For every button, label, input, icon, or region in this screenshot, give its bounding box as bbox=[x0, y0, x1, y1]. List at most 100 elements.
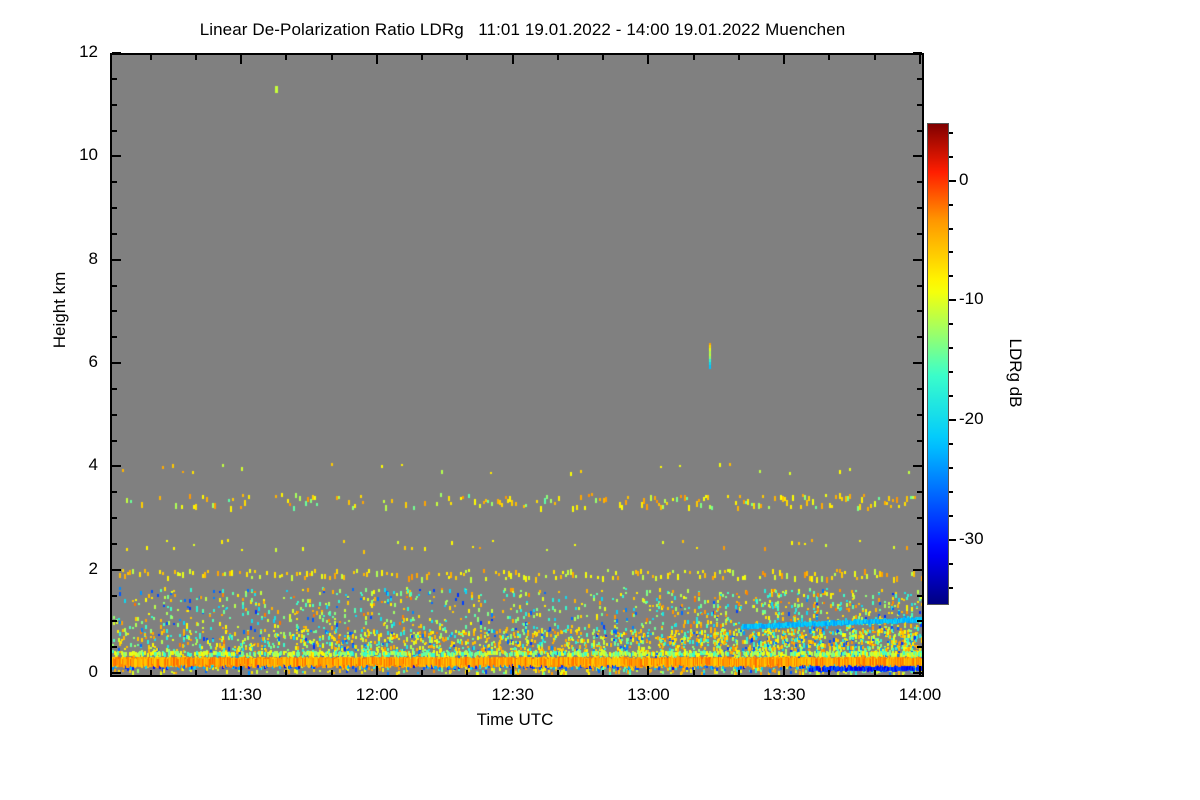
y-tick-major bbox=[112, 568, 121, 571]
colorbar-tick-minor bbox=[949, 587, 953, 590]
x-tick-label: 12:00 bbox=[355, 685, 399, 704]
y-tick-minor-right bbox=[917, 232, 922, 235]
colorbar-tick-minor bbox=[949, 227, 953, 230]
colorbar-tick-minor bbox=[949, 515, 953, 518]
x-tick-major-top bbox=[511, 55, 514, 64]
y-tick-major-right bbox=[913, 52, 922, 54]
y-tick-minor bbox=[112, 232, 117, 235]
x-tick-major bbox=[511, 666, 514, 675]
x-tick-minor-top bbox=[149, 55, 152, 60]
x-tick-major bbox=[783, 666, 786, 675]
colorbar-tick-minor bbox=[949, 491, 953, 494]
y-tick-minor bbox=[112, 387, 117, 390]
y-tick-minor-right bbox=[917, 310, 922, 313]
y-tick-minor-right bbox=[917, 207, 922, 209]
y-tick-major-right bbox=[913, 258, 922, 261]
y-tick-minor bbox=[112, 413, 117, 416]
x-tick-minor-top bbox=[737, 55, 740, 60]
colorbar-tick-major bbox=[949, 419, 956, 422]
y-tick-major bbox=[112, 52, 121, 54]
x-tick-label: 11:30 bbox=[220, 685, 262, 704]
plot-area bbox=[110, 53, 924, 677]
colorbar-tick-minor bbox=[949, 155, 953, 158]
colorbar-tick-major bbox=[949, 539, 956, 542]
y-tick-minor-right bbox=[917, 542, 922, 545]
y-tick-minor bbox=[112, 594, 117, 597]
colorbar-tick-major bbox=[949, 299, 956, 302]
x-tick-minor-top bbox=[602, 55, 605, 60]
colorbar-gradient bbox=[927, 123, 949, 605]
x-tick-minor-top bbox=[466, 55, 469, 60]
y-tick-label: 10 bbox=[79, 145, 98, 165]
x-tick-major bbox=[240, 666, 243, 675]
colorbar-tick-minor bbox=[949, 467, 953, 470]
colorbar-tick-label: 0 bbox=[959, 169, 969, 189]
y-tick-major-right bbox=[913, 672, 922, 674]
y-tick-minor bbox=[112, 181, 117, 184]
y-tick-minor-right bbox=[917, 77, 922, 80]
colorbar bbox=[927, 123, 949, 605]
x-tick-label: 14:00 bbox=[898, 685, 942, 704]
x-tick-minor bbox=[149, 670, 152, 675]
y-axis-label: Height km bbox=[50, 271, 69, 349]
x-tick-major bbox=[919, 666, 921, 675]
y-tick-minor-right bbox=[917, 439, 922, 442]
y-tick-minor bbox=[112, 542, 117, 545]
colorbar-tick-minor bbox=[949, 251, 953, 254]
x-tick-minor-top bbox=[285, 55, 288, 60]
y-tick-minor-right bbox=[917, 387, 922, 390]
y-tick-major-right bbox=[913, 362, 922, 364]
y-tick-label: 12 bbox=[79, 42, 98, 61]
y-tick-minor-right bbox=[917, 517, 922, 519]
x-tick-major-top bbox=[919, 55, 921, 64]
x-tick-minor bbox=[828, 670, 831, 675]
y-tick-major bbox=[112, 362, 121, 364]
x-tick-minor bbox=[466, 670, 469, 675]
y-tick-minor bbox=[112, 517, 117, 519]
y-tick-minor bbox=[112, 310, 117, 313]
colorbar-tick-minor bbox=[949, 275, 953, 278]
y-tick-minor bbox=[112, 620, 117, 623]
x-tick-major-top bbox=[783, 55, 786, 64]
y-tick-label: 8 bbox=[88, 248, 98, 268]
x-tick-major-top bbox=[647, 55, 650, 64]
colorbar-tick-minor bbox=[949, 371, 953, 374]
y-tick-minor bbox=[112, 336, 117, 339]
y-tick-minor bbox=[112, 103, 117, 106]
y-tick-major-right bbox=[913, 465, 922, 468]
colorbar-tick-minor bbox=[949, 347, 953, 350]
x-tick-major bbox=[375, 666, 378, 675]
x-tick-minor-top bbox=[828, 55, 831, 60]
x-tick-minor bbox=[194, 670, 197, 675]
x-tick-label: 13:30 bbox=[762, 685, 806, 704]
x-tick-major-top bbox=[375, 55, 378, 64]
y-tick-major bbox=[112, 465, 121, 468]
y-tick-minor bbox=[112, 646, 117, 649]
x-tick-minor bbox=[330, 670, 333, 675]
y-tick-minor bbox=[112, 439, 117, 442]
x-tick-minor bbox=[737, 670, 740, 675]
y-tick-label: 6 bbox=[88, 352, 98, 371]
x-tick-minor bbox=[285, 670, 288, 675]
y-tick-label: 0 bbox=[88, 662, 98, 681]
x-axis-label: Time UTC bbox=[476, 710, 554, 729]
heatmap-canvas bbox=[112, 55, 922, 675]
colorbar-tick-minor bbox=[949, 395, 953, 398]
y-tick-minor bbox=[112, 129, 117, 132]
x-tick-minor-top bbox=[421, 55, 424, 60]
page-title: Linear De-Polarization Ratio LDRg 11:01 … bbox=[199, 20, 846, 39]
colorbar-tick-label: -10 bbox=[959, 289, 984, 309]
y-tick-minor-right bbox=[917, 620, 922, 623]
y-tick-minor-right bbox=[917, 646, 922, 649]
y-tick-minor-right bbox=[917, 491, 922, 494]
x-tick-minor-top bbox=[556, 55, 559, 60]
y-tick-minor bbox=[112, 284, 117, 287]
y-tick-major-right bbox=[913, 155, 922, 158]
y-tick-label: 2 bbox=[88, 558, 98, 578]
x-tick-label: 12:30 bbox=[491, 685, 534, 704]
colorbar-tick-label: -30 bbox=[959, 529, 984, 549]
y-tick-minor bbox=[112, 77, 117, 80]
y-tick-major bbox=[112, 155, 121, 158]
colorbar-tick-major bbox=[949, 179, 956, 182]
